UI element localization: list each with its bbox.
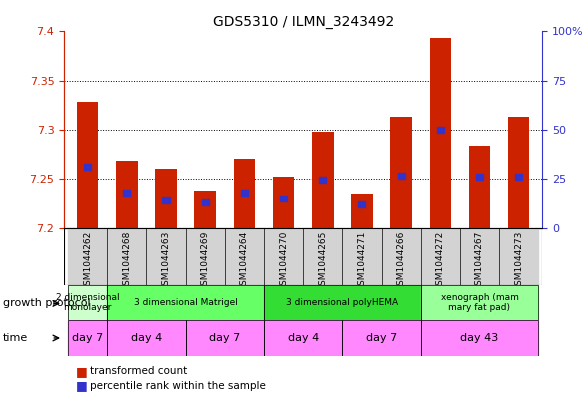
Text: day 43: day 43 [461,333,498,343]
Text: 2 dimensional
monolayer: 2 dimensional monolayer [56,293,120,312]
Bar [241,189,248,195]
Text: day 7: day 7 [209,333,240,343]
Bar [391,117,412,228]
Text: xenograph (mam
mary fat pad): xenograph (mam mary fat pad) [441,293,518,312]
Bar [264,228,303,285]
Text: GSM1044267: GSM1044267 [475,231,484,291]
Text: GSM1044268: GSM1044268 [122,231,131,291]
Title: GDS5310 / ILMN_3243492: GDS5310 / ILMN_3243492 [213,15,394,29]
Bar [342,320,421,356]
Bar [123,189,131,195]
Text: GSM1044266: GSM1044266 [396,231,406,291]
Bar [194,191,216,228]
Text: GSM1044271: GSM1044271 [357,231,367,291]
Text: ■: ■ [76,379,87,393]
Text: GSM1044269: GSM1044269 [201,231,210,291]
Bar [155,169,177,228]
Bar [476,174,483,180]
Text: transformed count: transformed count [90,366,188,376]
Bar [225,228,264,285]
Bar [460,228,499,285]
Bar [437,127,444,132]
Bar [107,285,264,320]
Text: day 7: day 7 [72,333,103,343]
Bar [68,285,107,320]
Bar [116,161,138,228]
Bar [421,228,460,285]
Bar [421,320,538,356]
Bar [264,320,342,356]
Text: 3 dimensional Matrigel: 3 dimensional Matrigel [134,298,237,307]
Bar [421,285,538,320]
Text: time: time [3,333,28,343]
Bar [185,228,225,285]
Text: day 7: day 7 [366,333,397,343]
Bar [273,177,294,228]
Bar [312,132,333,228]
Text: GSM1044272: GSM1044272 [436,231,445,291]
Text: GSM1044264: GSM1044264 [240,231,249,291]
Bar [499,228,538,285]
Bar [64,228,542,285]
Bar [107,320,185,356]
Bar [421,285,538,320]
Bar [421,320,538,356]
Bar [264,285,421,320]
Text: GSM1044273: GSM1044273 [514,231,523,291]
Bar [68,320,107,356]
Bar [280,196,287,202]
Bar [84,164,91,170]
Bar [515,174,522,180]
Bar [68,285,107,320]
Bar [202,200,209,206]
Text: GSM1044263: GSM1044263 [161,231,170,291]
Bar [264,285,421,320]
Bar [234,159,255,228]
Text: GSM1044262: GSM1044262 [83,231,92,291]
Bar [185,320,264,356]
Bar [107,320,185,356]
Text: percentile rank within the sample: percentile rank within the sample [90,381,266,391]
Bar [68,228,107,285]
Bar [146,228,185,285]
Text: GSM1044265: GSM1044265 [318,231,327,291]
Text: GSM1044270: GSM1044270 [279,231,288,291]
Bar [508,117,529,228]
Text: day 4: day 4 [287,333,319,343]
Bar [342,228,381,285]
Text: day 4: day 4 [131,333,162,343]
Bar [68,320,107,356]
Bar [381,228,421,285]
Bar [107,228,146,285]
Text: ■: ■ [76,365,87,378]
Bar [185,320,264,356]
Bar [319,177,326,183]
Bar [469,147,490,228]
Bar [430,39,451,228]
Bar [77,102,99,228]
Bar [303,228,342,285]
Bar [351,194,373,228]
Text: growth protocol: growth protocol [3,298,90,308]
Bar [342,320,421,356]
Text: 3 dimensional polyHEMA: 3 dimensional polyHEMA [286,298,398,307]
Bar [359,202,366,208]
Bar [163,197,170,203]
Bar [107,285,264,320]
Bar [264,320,342,356]
Bar [398,173,405,179]
